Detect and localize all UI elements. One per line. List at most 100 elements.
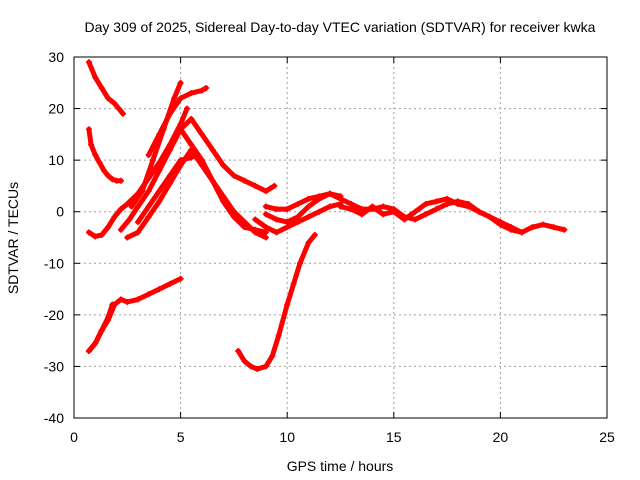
series-layer bbox=[85, 59, 568, 373]
data-point bbox=[252, 216, 259, 223]
data-point bbox=[369, 203, 376, 210]
data-point bbox=[105, 95, 112, 102]
chart-title: Day 309 of 2025, Sidereal Day-to-day VTE… bbox=[85, 19, 596, 35]
data-point bbox=[177, 275, 184, 282]
data-point bbox=[166, 110, 173, 117]
data-point bbox=[465, 203, 472, 210]
data-point bbox=[188, 141, 195, 148]
series-s11 bbox=[177, 126, 269, 236]
data-point bbox=[109, 301, 116, 308]
data-point bbox=[252, 226, 259, 233]
data-point bbox=[497, 219, 504, 226]
data-point bbox=[92, 74, 99, 81]
y-tick-label: -20 bbox=[44, 307, 64, 323]
data-point bbox=[454, 200, 461, 207]
data-point bbox=[294, 219, 301, 226]
data-point bbox=[230, 213, 237, 220]
data-point bbox=[117, 296, 124, 303]
data-point bbox=[124, 234, 131, 241]
data-point bbox=[380, 203, 387, 210]
series-line bbox=[235, 232, 318, 372]
data-point bbox=[247, 363, 254, 370]
data-point bbox=[145, 188, 152, 195]
series-s16 bbox=[337, 195, 525, 236]
y-tick-label: -30 bbox=[44, 358, 64, 374]
series-s2 bbox=[85, 126, 124, 184]
x-tick-label: 10 bbox=[279, 429, 295, 445]
data-point bbox=[139, 188, 146, 195]
series-s13 bbox=[252, 200, 344, 236]
x-axis-label: GPS time / hours bbox=[287, 458, 394, 474]
data-point bbox=[177, 157, 184, 164]
data-point bbox=[358, 211, 365, 218]
data-point bbox=[273, 216, 280, 223]
data-point bbox=[412, 208, 419, 215]
data-point bbox=[120, 110, 127, 117]
data-point bbox=[166, 280, 173, 287]
data-point bbox=[166, 180, 173, 187]
data-point bbox=[326, 203, 333, 210]
data-point bbox=[198, 157, 205, 164]
data-point bbox=[284, 224, 291, 231]
data-point bbox=[284, 206, 291, 213]
data-point bbox=[561, 226, 568, 233]
data-point bbox=[518, 229, 525, 236]
data-point bbox=[284, 219, 291, 226]
x-tick-label: 15 bbox=[386, 429, 402, 445]
data-point bbox=[183, 105, 190, 112]
data-point bbox=[348, 200, 355, 207]
data-point bbox=[262, 211, 269, 218]
data-point bbox=[284, 301, 291, 308]
data-point bbox=[433, 206, 440, 213]
data-point bbox=[316, 193, 323, 200]
data-point bbox=[128, 203, 135, 210]
data-point bbox=[252, 182, 259, 189]
plot-frame bbox=[73, 56, 608, 419]
data-point bbox=[267, 185, 274, 192]
series-s7 bbox=[124, 146, 269, 241]
data-point bbox=[126, 216, 133, 223]
data-point bbox=[156, 198, 163, 205]
y-tick-label: -10 bbox=[44, 255, 64, 271]
data-point bbox=[149, 157, 156, 164]
series-line bbox=[86, 59, 126, 117]
y-tick-label: 10 bbox=[48, 152, 64, 168]
x-tick-label: 5 bbox=[177, 429, 185, 445]
grid-lines bbox=[74, 57, 607, 418]
data-point bbox=[305, 203, 312, 210]
data-point bbox=[235, 347, 242, 354]
data-point bbox=[337, 203, 344, 210]
data-point bbox=[98, 231, 105, 238]
data-point bbox=[188, 154, 195, 161]
data-point bbox=[271, 182, 278, 189]
data-point bbox=[166, 146, 173, 153]
data-point bbox=[294, 213, 301, 220]
y-axis-label: SDTVAR / TECUs bbox=[5, 182, 21, 294]
x-tick-label: 0 bbox=[70, 429, 78, 445]
data-point bbox=[294, 200, 301, 207]
data-point bbox=[134, 219, 141, 226]
data-point bbox=[198, 87, 205, 94]
data-point bbox=[188, 90, 195, 97]
axis-ticks: 0 5 10 15 20 25 -40 -30 -20 -10 0 10 20 30 bbox=[44, 49, 615, 445]
data-point bbox=[85, 126, 92, 133]
series-s4 bbox=[85, 301, 116, 354]
data-point bbox=[486, 213, 493, 220]
data-point bbox=[124, 298, 131, 305]
data-point bbox=[171, 95, 178, 102]
data-point bbox=[254, 366, 261, 373]
data-point bbox=[98, 327, 105, 334]
data-point bbox=[305, 239, 312, 246]
data-point bbox=[177, 95, 184, 102]
data-point bbox=[111, 100, 118, 107]
series-s6 bbox=[117, 115, 278, 233]
data-point bbox=[337, 195, 344, 202]
series-s1 bbox=[85, 59, 127, 117]
data-point bbox=[305, 195, 312, 202]
data-point bbox=[311, 231, 318, 238]
data-point bbox=[166, 172, 173, 179]
y-tick-label: 20 bbox=[48, 101, 64, 117]
data-point bbox=[401, 216, 408, 223]
y-tick-label: -40 bbox=[44, 410, 64, 426]
